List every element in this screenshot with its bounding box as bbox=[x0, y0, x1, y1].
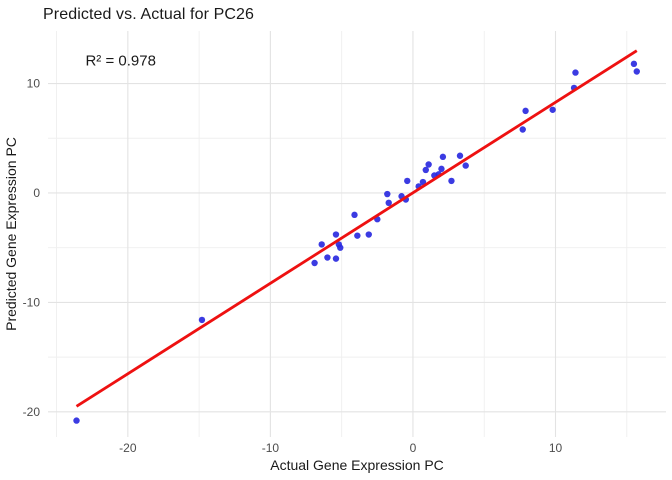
y-tick-label: 0 bbox=[33, 186, 40, 200]
data-point bbox=[73, 417, 80, 424]
data-point bbox=[351, 211, 358, 219]
data-point bbox=[404, 177, 411, 185]
data-point bbox=[354, 232, 361, 239]
data-point bbox=[630, 60, 638, 68]
data-point bbox=[549, 106, 556, 113]
data-point bbox=[365, 231, 372, 238]
plot-title: Predicted vs. Actual for PC26 bbox=[43, 6, 255, 23]
data-point bbox=[522, 107, 529, 115]
grid-major-layer bbox=[48, 31, 666, 437]
x-tick-label: -10 bbox=[262, 441, 280, 455]
regression-line bbox=[75, 49, 638, 408]
data-point bbox=[572, 69, 579, 76]
data-point bbox=[332, 231, 340, 238]
data-point bbox=[384, 190, 391, 198]
data-point bbox=[448, 177, 455, 185]
data-point bbox=[519, 126, 526, 133]
data-point bbox=[198, 316, 206, 324]
data-point bbox=[419, 178, 427, 186]
data-point bbox=[462, 162, 469, 169]
data-point bbox=[422, 166, 429, 174]
y-tick-label: -10 bbox=[23, 295, 41, 309]
data-point bbox=[332, 255, 340, 262]
data-point bbox=[311, 259, 318, 267]
y-tick-label: 10 bbox=[27, 77, 41, 91]
x-tick-label: 0 bbox=[410, 441, 417, 455]
data-point bbox=[438, 165, 445, 173]
x-tick-label: 10 bbox=[549, 441, 563, 455]
tick-label-layer: -20 -10 0 10 10 0 -10 -20 bbox=[23, 77, 563, 455]
y-axis-title: Predicted Gene Expression PC bbox=[3, 137, 19, 331]
data-point bbox=[425, 161, 432, 168]
data-point bbox=[318, 241, 325, 248]
data-point bbox=[633, 68, 640, 75]
data-point bbox=[385, 199, 392, 207]
y-tick-label: -20 bbox=[23, 405, 41, 419]
regression-line-layer bbox=[75, 49, 638, 408]
r-squared-annotation: R² = 0.978 bbox=[85, 53, 155, 70]
x-axis-title: Actual Gene Expression PC bbox=[270, 457, 444, 473]
data-point bbox=[439, 153, 447, 161]
data-point bbox=[456, 152, 464, 159]
data-point bbox=[324, 254, 331, 261]
x-tick-label: -20 bbox=[119, 441, 137, 455]
data-point bbox=[337, 244, 344, 251]
grid-minor-layer bbox=[48, 31, 666, 437]
